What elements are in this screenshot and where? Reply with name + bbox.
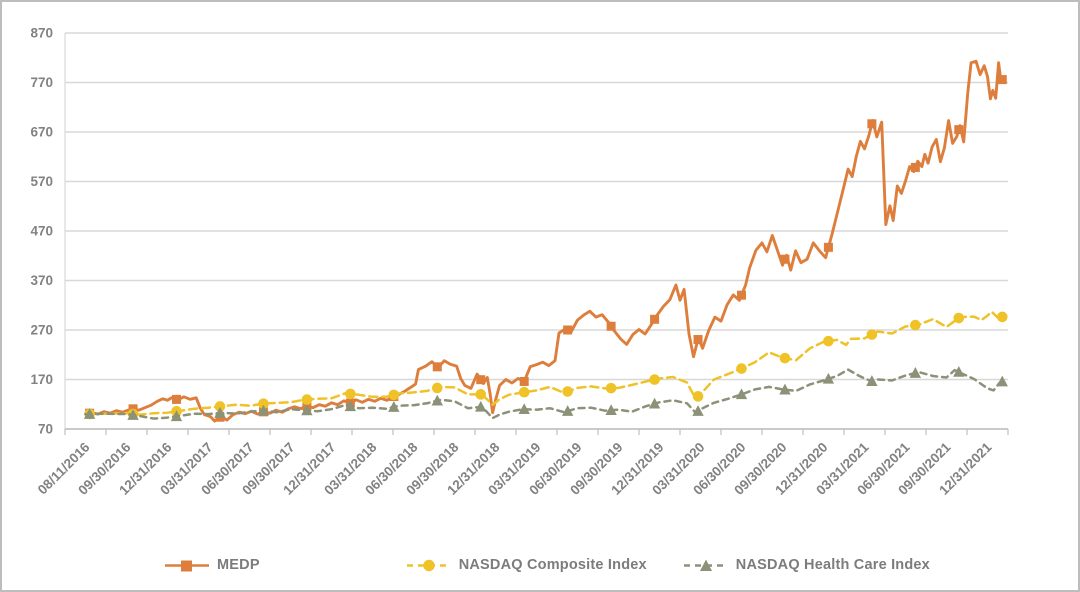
legend-label-nasdaq-composite: NASDAQ Composite Index <box>458 557 647 573</box>
composite-dash-circle-icon <box>406 559 451 571</box>
series-nasdaq-composite <box>84 310 1006 416</box>
legend-item-nasdaq-health-care: NASDAQ Health Care Index <box>683 557 930 573</box>
health-care-dash-triangle-icon <box>683 559 728 571</box>
y-tick-label: 170 <box>30 372 53 387</box>
legend-label-medp: MEDP <box>217 557 260 573</box>
y-tick-label: 70 <box>38 422 53 437</box>
series-medp <box>84 59 1006 423</box>
markers-nasdaq-health-care <box>83 365 1008 422</box>
markers-nasdaq-composite <box>84 311 1008 420</box>
y-tick-label: 570 <box>30 174 53 189</box>
legend-item-nasdaq-composite: NASDAQ Composite Index <box>406 557 647 573</box>
markers-medp <box>85 75 1007 422</box>
gridlines <box>65 32 1008 430</box>
legend-label-nasdaq-health-care: NASDAQ Health Care Index <box>735 557 930 573</box>
y-tick-label: 670 <box>30 125 53 140</box>
y-tick-label: 870 <box>30 26 53 41</box>
series-nasdaq-health-care <box>84 368 1006 420</box>
performance-line-chart: 70 170 270 370 470 570 670 770 870 08/11/201609/3… <box>30 26 1009 498</box>
y-tick-label: 270 <box>30 323 53 338</box>
chart-legend: MEDP NASDAQ Composite Index NASDAQ Healt… <box>2 549 1078 581</box>
legend-item-medp: MEDP <box>164 557 260 573</box>
y-axis-labels: 70 170 270 370 470 570 670 770 870 <box>30 26 53 437</box>
y-tick-label: 770 <box>30 75 53 90</box>
x-axis-labels: 08/11/201609/30/201612/31/201603/31/2017… <box>35 439 995 498</box>
medp-line-square-icon <box>165 560 209 571</box>
y-tick-label: 470 <box>30 224 53 239</box>
x-axis <box>64 428 1009 435</box>
y-tick-label: 370 <box>30 273 53 288</box>
